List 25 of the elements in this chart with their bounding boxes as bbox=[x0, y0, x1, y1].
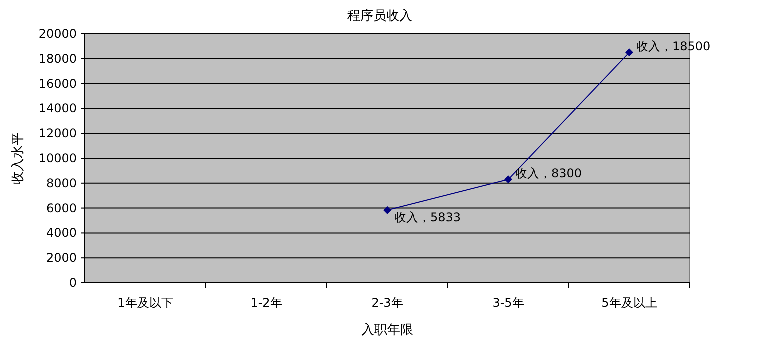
data-label: 收入，8300 bbox=[516, 166, 582, 181]
x-tick-label: 1-2年 bbox=[250, 296, 282, 310]
y-axis-title: 收入水平 bbox=[11, 132, 26, 184]
y-tick-label: 8000 bbox=[46, 176, 77, 190]
y-tick-label: 14000 bbox=[38, 102, 77, 116]
y-tick-label: 18000 bbox=[38, 52, 77, 66]
chart-title: 程序员收入 bbox=[348, 8, 412, 24]
point bbox=[384, 206, 392, 214]
x-tick-label: 5年及以上 bbox=[602, 296, 658, 310]
x-tick-label: 3-5年 bbox=[492, 296, 524, 310]
y-tick-label: 16000 bbox=[38, 76, 77, 91]
point bbox=[504, 176, 512, 184]
y-tick-label: 2000 bbox=[46, 251, 77, 266]
point bbox=[626, 48, 634, 57]
x-tick-label: 1年及以下 bbox=[118, 296, 174, 310]
data-label: 收入，18500 bbox=[636, 40, 711, 54]
x-axis-title: 入职年限 bbox=[362, 323, 414, 338]
y-tick-label: 20000 bbox=[38, 27, 77, 41]
x-tick-label: 2-3年 bbox=[372, 296, 404, 310]
data-label: 收入，5833 bbox=[394, 210, 462, 224]
y-tick-label: 4000 bbox=[46, 226, 77, 240]
y-tick-label: 12000 bbox=[38, 126, 77, 141]
y-tick-label: 0 bbox=[69, 276, 77, 290]
y-tick-label: 6000 bbox=[46, 201, 77, 216]
y-tick-label: 10000 bbox=[38, 152, 77, 166]
